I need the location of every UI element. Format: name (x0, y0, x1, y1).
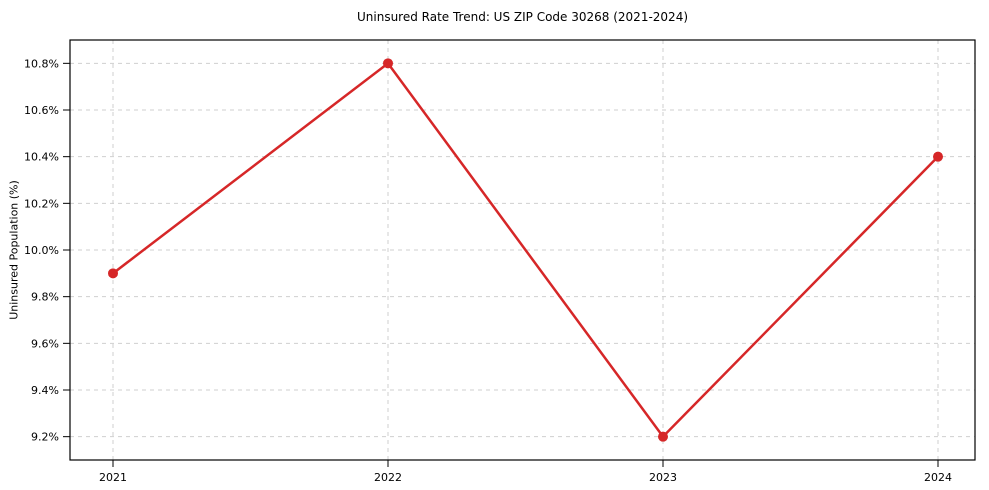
y-tick-label: 10.4% (24, 151, 59, 164)
x-tick-label: 2021 (99, 471, 127, 484)
y-tick-label: 9.2% (31, 431, 59, 444)
y-tick-label: 10.2% (24, 197, 59, 210)
chart-title: Uninsured Rate Trend: US ZIP Code 30268 … (356, 10, 689, 24)
x-tick-label: 2023 (649, 471, 677, 484)
data-point-marker (933, 151, 943, 162)
x-tick-label: 2022 (374, 471, 402, 484)
data-point-marker (658, 431, 668, 442)
y-tick-label: 10.0% (24, 244, 59, 257)
y-tick-label: 9.8% (31, 291, 59, 304)
x-tick-label: 2024 (924, 471, 952, 484)
y-tick-label: 9.6% (31, 337, 59, 350)
y-tick-label: 9.4% (31, 384, 59, 397)
trend-line (111, 62, 940, 438)
data-point-marker (108, 268, 118, 279)
y-tick-label: 10.8% (24, 57, 59, 70)
y-axis-label: Uninsured Population (%) (7, 180, 21, 320)
y-tick-label: 10.6% (24, 104, 59, 117)
data-point-marker (383, 58, 393, 69)
plot-border (69, 39, 976, 461)
